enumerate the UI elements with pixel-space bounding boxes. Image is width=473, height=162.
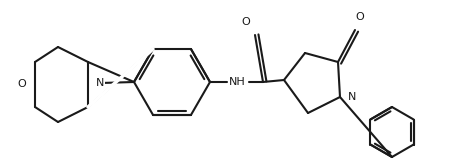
Text: O: O — [356, 12, 364, 22]
Text: N: N — [96, 78, 104, 88]
Text: O: O — [18, 79, 26, 89]
Text: NH: NH — [228, 77, 245, 87]
Text: O: O — [242, 17, 250, 27]
Text: N: N — [348, 92, 356, 102]
